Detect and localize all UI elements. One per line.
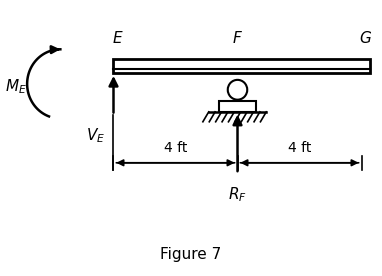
Bar xyxy=(113,59,371,73)
Bar xyxy=(219,100,256,112)
Circle shape xyxy=(228,80,247,100)
Text: $G$: $G$ xyxy=(359,30,372,46)
Text: $F$: $F$ xyxy=(232,30,243,46)
Text: $E$: $E$ xyxy=(112,30,124,46)
Text: 4 ft: 4 ft xyxy=(288,141,311,155)
Text: $M_E$: $M_E$ xyxy=(5,77,27,95)
Text: $V_E$: $V_E$ xyxy=(86,127,105,145)
Text: 4 ft: 4 ft xyxy=(164,141,187,155)
Text: $R_F$: $R_F$ xyxy=(228,185,247,204)
Text: Figure 7: Figure 7 xyxy=(160,247,222,262)
